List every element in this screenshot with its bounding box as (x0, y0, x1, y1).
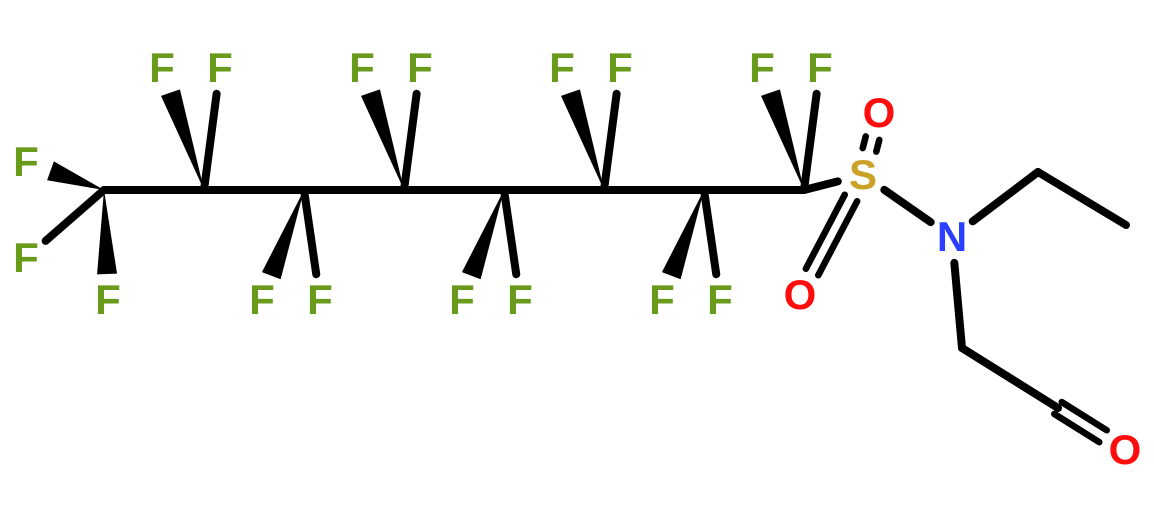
atom-f: F (249, 279, 275, 321)
atom-o: O (1109, 429, 1142, 471)
molecule-canvas: SFFFFFFFFFFFFFFFFFOONO (0, 0, 1154, 510)
atom-f: F (207, 47, 233, 89)
atom-f: F (407, 47, 433, 89)
atom-f: F (449, 279, 475, 321)
atom-f: F (649, 279, 675, 321)
atom-f: F (507, 279, 533, 321)
atom-f: F (707, 279, 733, 321)
atom-o: O (784, 274, 817, 316)
atom-n: N (937, 216, 967, 258)
atom-f: F (13, 141, 39, 183)
atom-f: F (349, 47, 375, 89)
atom-f: F (749, 47, 775, 89)
atom-f: F (549, 47, 575, 89)
atom-f: F (607, 47, 633, 89)
atom-f: F (307, 279, 333, 321)
atom-o: O (863, 92, 896, 134)
atom-f: F (149, 47, 175, 89)
atom-f: F (95, 279, 121, 321)
atom-f: F (807, 47, 833, 89)
atom-f: F (13, 237, 39, 279)
atom-s: S (849, 154, 877, 196)
